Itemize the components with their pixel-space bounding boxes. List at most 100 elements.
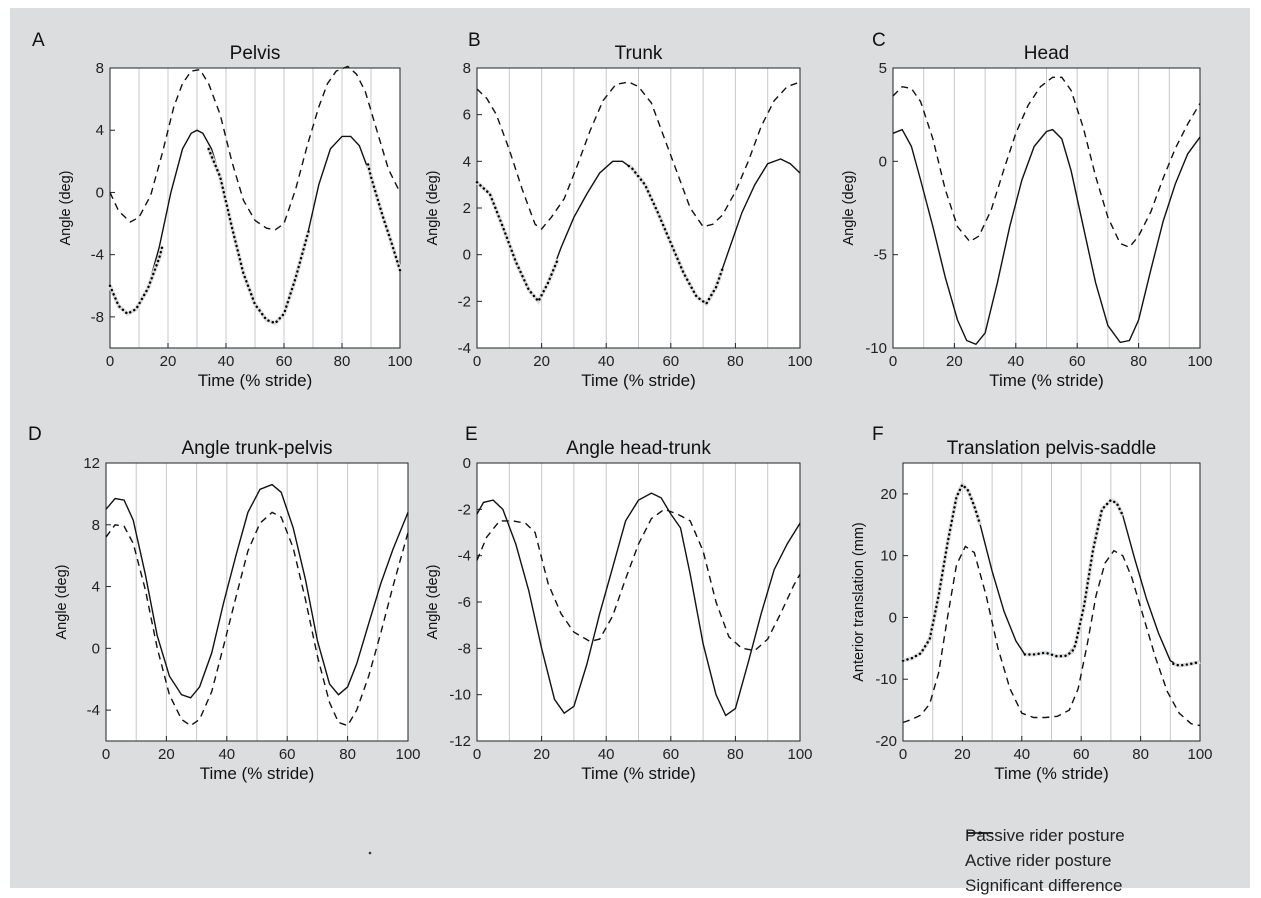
x-tick-label: 40 [598,746,615,763]
x-tick-label: 20 [160,353,177,370]
legend-item-significant: Significant difference [965,831,1125,898]
x-tick-label: 60 [662,746,679,763]
series-significant-difference [207,147,310,325]
chart-title: Angle head-trunk [566,438,711,459]
x-axis-label: Time (% stride) [989,371,1104,390]
x-tick-label: 20 [533,353,550,370]
y-tick-label: 12 [83,455,100,472]
y-tick-label: -4 [87,702,100,719]
y-axis-label: Angle (deg) [841,171,857,246]
panel-letter: B [468,30,481,51]
y-tick-label: 0 [879,153,887,170]
y-axis-label: Angle (deg) [58,171,74,246]
y-tick-label: -4 [458,548,471,565]
panel-letter: F [872,424,884,445]
x-tick-label: 100 [787,746,812,763]
y-tick-label: 0 [96,184,104,201]
y-axis-label: Anterior translation (mm) [851,522,867,682]
legend-label-active: Active rider posture [965,850,1112,870]
y-tick-label: 0 [889,609,897,626]
x-tick-label: 60 [1073,746,1090,763]
x-tick-label: 0 [473,746,481,763]
y-axis-label: Angle (deg) [54,565,70,640]
x-tick-label: 40 [1013,746,1030,763]
x-tick-label: 20 [533,746,550,763]
chart-title: Trunk [615,43,663,64]
x-tick-label: 100 [1187,353,1212,370]
chart-title: Pelvis [230,43,281,64]
y-tick-label: -10 [865,340,887,357]
y-tick-label: -8 [458,640,471,657]
chart-panel-b: 0 20 40 60 80 100 -4 -2 0 2 4 6 8 Trunk B Time (% strid… [425,30,813,390]
series-passive-rider [902,545,1201,727]
y-tick-label: -2 [458,293,471,310]
x-tick-label: 80 [1130,353,1147,370]
x-axis-label: Time (% stride) [994,764,1109,783]
x-axis-label: Time (% stride) [200,764,315,783]
y-tick-label: 20 [880,486,897,503]
series-passive-rider [476,81,801,230]
x-tick-label: 20 [954,746,971,763]
chart-title: Angle trunk-pelvis [181,438,332,459]
x-tick-label: 60 [279,746,296,763]
series-passive-rider [105,511,409,727]
x-axis-label: Time (% stride) [198,371,313,390]
series-passive-rider [892,76,1201,249]
series-significant-difference [901,482,982,662]
series-significant-difference [1023,498,1125,658]
x-tick-label: 40 [1007,353,1024,370]
x-tick-label: 80 [727,353,744,370]
legend: Passive rider posture Active rider postu… [965,823,1125,898]
y-tick-label: 8 [92,517,100,534]
chart-panel-c: 0 20 40 60 80 100 -10 -5 0 5 Head C Time (% stride) A… [841,30,1213,390]
y-axis-label: Angle (deg) [425,171,441,246]
y-tick-label: -12 [449,733,471,750]
x-tick-label: 0 [106,353,114,370]
y-tick-label: -10 [875,671,897,688]
x-tick-label: 0 [102,746,110,763]
series-passive-rider [476,508,801,652]
series-active-rider [892,128,1201,346]
x-tick-label: 80 [339,746,356,763]
panel-letter: E [465,424,478,445]
y-tick-label: 4 [92,579,100,596]
plot-frame [105,462,409,742]
y-tick-label: 4 [96,122,104,139]
y-tick-label: -20 [875,733,897,750]
y-tick-label: -4 [91,247,104,264]
x-tick-label: 60 [276,353,293,370]
y-tick-label: -2 [458,501,471,518]
x-tick-label: 80 [1132,746,1149,763]
x-tick-label: 0 [899,746,907,763]
x-tick-label: 40 [218,746,235,763]
legend-item-active: Active rider posture [965,832,1125,873]
series-significant-difference [475,181,559,304]
x-tick-label: 20 [946,353,963,370]
plot-frame [902,462,1201,742]
chart-title: Head [1024,43,1069,64]
x-axis-label: Time (% stride) [581,371,696,390]
x-tick-label: 100 [1187,746,1212,763]
y-tick-label: 0 [92,640,100,657]
significance-mask [1172,659,1201,668]
chart-title: Translation pelvis-saddle [947,438,1156,459]
x-tick-label: 0 [473,353,481,370]
y-tick-label: 6 [463,107,471,124]
x-tick-label: 100 [787,353,812,370]
series-active-rider [476,492,801,717]
x-tick-label: 100 [387,353,412,370]
series-significant-difference [108,245,164,316]
series-significant-difference [366,163,402,272]
y-tick-label: 8 [96,60,104,77]
y-axis-label: Angle (deg) [425,565,441,640]
legend-dotted-symbol [978,831,982,835]
series-passive-rider [109,65,401,231]
y-tick-label: -4 [458,340,471,357]
y-tick-label: -10 [449,687,471,704]
y-tick-label: -6 [458,594,471,611]
series-active-rider [105,483,409,699]
series-significant-difference [627,164,724,306]
y-tick-label: 0 [463,455,471,472]
x-axis-label: Time (% stride) [581,764,696,783]
